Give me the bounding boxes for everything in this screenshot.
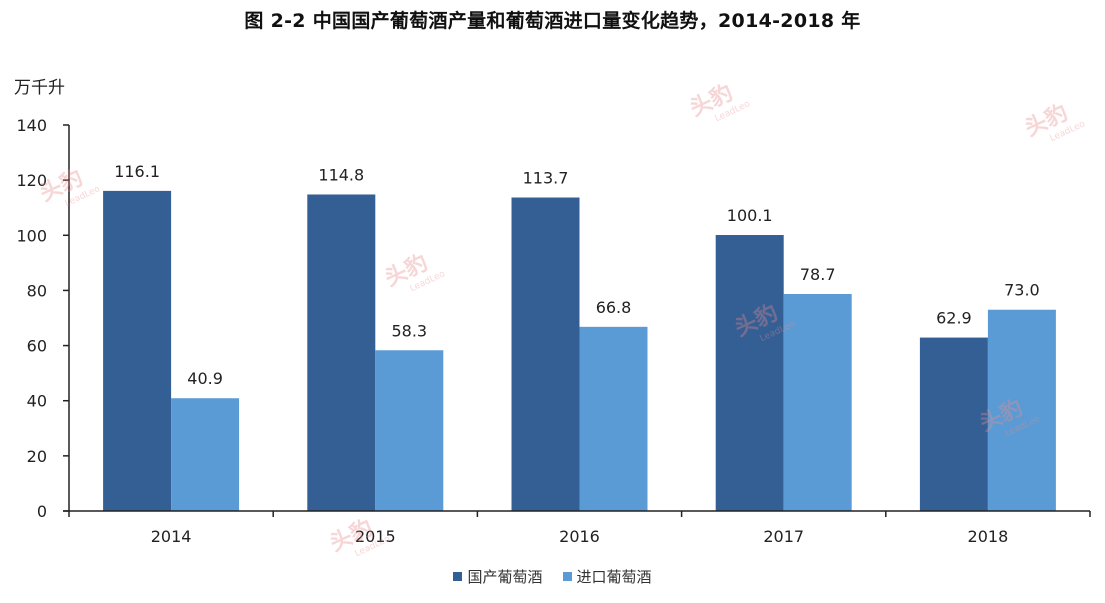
bar-imported-2017 [783,294,852,511]
data-label: 73.0 [1004,281,1040,300]
legend-label-domestic: 国产葡萄酒 [467,568,543,586]
data-label: 114.8 [318,165,364,184]
y-axis-unit-label: 万千升 [14,78,65,98]
bar-imported-2018 [987,309,1056,511]
bar-domestic-2018 [919,337,988,511]
y-tick-label: 0 [37,502,47,521]
bar-domestic-2014 [103,190,172,511]
x-tick-label: 2014 [151,527,192,546]
legend-swatch-domestic [453,572,463,581]
legend-item-domestic: 国产葡萄酒 [453,566,543,587]
legend-label-imported: 进口葡萄酒 [576,568,652,586]
legend-swatch-imported [562,572,572,581]
x-tick-label: 2017 [763,527,804,546]
bar-domestic-2015 [307,194,376,512]
y-tick-label: 60 [27,337,47,356]
y-tick-label: 20 [27,447,47,466]
bars-layer [103,190,1056,512]
y-tick-label: 80 [27,281,47,300]
axes-layer: 2014 2015 2016 2017 2018 0 20 40 60 80 100 120 140 [16,116,1091,546]
data-label: 66.8 [596,298,632,317]
bar-imported-2014 [171,398,240,511]
data-label: 40.9 [187,369,223,388]
data-label: 78.7 [800,265,836,284]
chart-legend: 国产葡萄酒 进口葡萄酒 [0,566,1105,587]
bar-imported-2016 [579,326,648,511]
x-tick-label: 2016 [559,527,600,546]
bar-imported-2015 [375,350,444,511]
legend-item-imported: 进口葡萄酒 [562,566,652,587]
y-tick-label: 100 [16,226,47,245]
data-label: 100.1 [727,206,773,225]
data-labels-layer: 116.1 40.9 114.8 58.3 113.7 66.8 100.1 78.7 62.9… [114,162,1040,388]
y-tick-label: 120 [16,171,47,190]
bar-domestic-2016 [511,197,580,511]
chart-title: 图 2-2 中国国产葡萄酒产量和葡萄酒进口量变化趋势，2014-2018 年 [244,10,861,32]
y-tick-label: 140 [16,116,47,135]
y-tick-label: 40 [27,392,47,411]
x-tick-label: 2015 [355,527,396,546]
data-label: 62.9 [936,309,972,328]
data-label: 113.7 [523,169,569,188]
data-label: 58.3 [391,321,427,340]
bar-domestic-2017 [715,235,784,511]
x-tick-label: 2018 [968,527,1009,546]
data-label: 116.1 [114,162,160,181]
